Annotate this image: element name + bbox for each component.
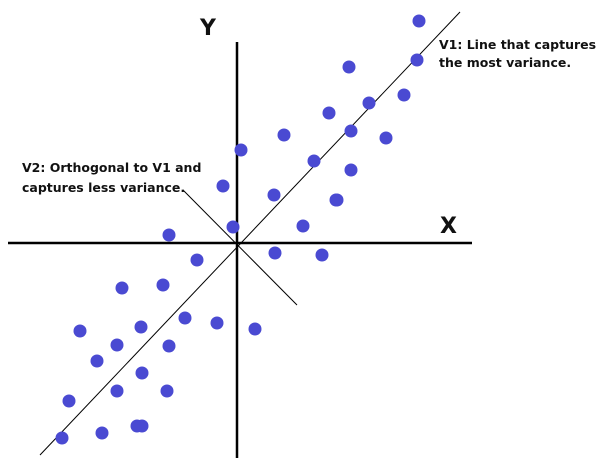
v1-annotation-line1: V1: Line that captures: [439, 37, 596, 52]
data-point: [379, 131, 393, 145]
data-point: [296, 219, 310, 233]
data-point: [95, 426, 109, 440]
data-point: [73, 324, 87, 338]
data-point: [190, 253, 204, 267]
data-point: [178, 311, 192, 325]
data-point: [412, 14, 426, 28]
data-point: [277, 128, 291, 142]
data-point: [216, 179, 230, 193]
data-point: [267, 188, 281, 202]
v1-annotation-line2: the most variance.: [439, 55, 571, 70]
data-point: [248, 322, 262, 336]
data-point: [307, 154, 321, 168]
data-point: [110, 384, 124, 398]
data-point: [162, 339, 176, 353]
data-point: [110, 338, 124, 352]
data-point: [115, 281, 129, 295]
data-point: [135, 419, 149, 433]
data-point: [268, 246, 282, 260]
data-point: [55, 431, 69, 445]
v2-annotation-line2: captures less variance.: [22, 180, 185, 195]
data-point: [234, 143, 248, 157]
data-point: [315, 248, 329, 262]
data-point: [344, 163, 358, 177]
data-point: [210, 316, 224, 330]
v2-line: [182, 189, 298, 306]
data-point: [62, 394, 76, 408]
data-point: [160, 384, 174, 398]
data-point: [90, 354, 104, 368]
v1-line: [39, 11, 461, 456]
data-point: [410, 53, 424, 67]
data-point: [342, 60, 356, 74]
data-point: [162, 228, 176, 242]
data-point: [226, 220, 240, 234]
data-point: [156, 278, 170, 292]
data-point: [134, 320, 148, 334]
y-axis-label: Y: [199, 16, 217, 41]
data-point: [344, 124, 358, 138]
v2-annotation-line1: V2: Orthogonal to V1 and: [22, 160, 201, 175]
data-point: [397, 88, 411, 102]
data-point: [330, 193, 344, 207]
data-points: [55, 14, 426, 445]
data-point: [322, 106, 336, 120]
data-point: [135, 366, 149, 380]
data-point: [362, 96, 376, 110]
x-axis-label: X: [440, 214, 457, 239]
